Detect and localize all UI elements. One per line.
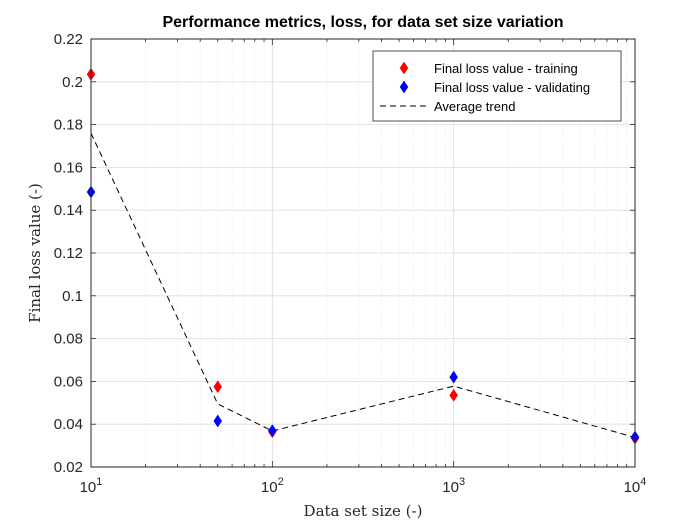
- y-tick-label: 0.1: [62, 288, 83, 305]
- validating-point: [449, 370, 458, 384]
- y-tick-label: 0.04: [54, 416, 83, 433]
- y-tick-label: 0.14: [54, 202, 83, 219]
- legend-label: Final loss value - training: [434, 61, 578, 76]
- legend-swatch-validating: [399, 80, 409, 94]
- y-tick-label: 0.2: [62, 74, 83, 91]
- y-tick-label: 0.06: [54, 373, 83, 390]
- training-point: [449, 388, 458, 402]
- tick-marks: [90, 38, 636, 468]
- x-tick-label: 104: [624, 476, 647, 496]
- legend-label: Average trend: [434, 99, 515, 114]
- legend-box: [372, 50, 622, 122]
- chart-title: Performance metrics, loss, for data set …: [162, 14, 563, 31]
- legend-label: Final loss value - validating: [434, 80, 590, 95]
- validating-point: [213, 414, 223, 428]
- y-tick-label: 0.18: [54, 117, 83, 134]
- validating-point: [268, 424, 277, 438]
- markers-layer: [86, 67, 640, 445]
- y-tick-label: 0.12: [54, 245, 83, 262]
- x-tick-labels: 101 102 103 104: [80, 476, 647, 496]
- legend-entries: Final loss value - training Final loss va…: [380, 61, 590, 114]
- legend-swatch-training: [399, 61, 409, 75]
- y-tick-label: 0.02: [54, 459, 83, 476]
- x-axis-label: Data set size (-): [304, 502, 423, 520]
- y-tick-label: 0.16: [54, 159, 83, 176]
- x-tick-label: 101: [80, 476, 103, 496]
- y-tick-label: 0.22: [54, 31, 83, 48]
- legend: Final loss value - training Final loss va…: [372, 50, 622, 122]
- x-tick-label: 102: [261, 476, 284, 496]
- training-point: [213, 380, 223, 394]
- y-axis-label: Final loss value (-): [26, 183, 44, 323]
- y-tick-labels: 0.02 0.04 0.06 0.08 0.1 0.12 0.14 0.16 0.18 0.2 0.…: [54, 31, 83, 476]
- y-tick-label: 0.08: [54, 331, 83, 348]
- x-tick-label: 103: [442, 476, 465, 496]
